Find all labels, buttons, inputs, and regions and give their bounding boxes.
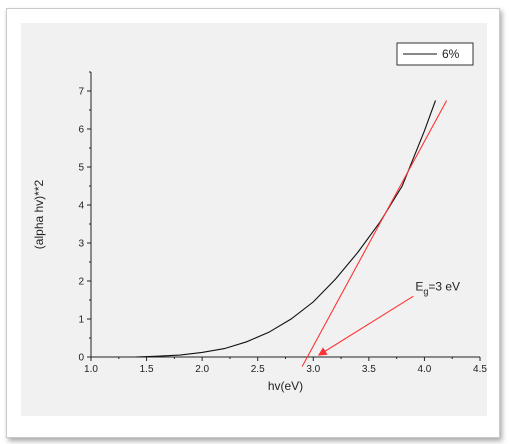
y-tick-label: 6 [78,125,84,136]
x-tick-label: 3.5 [362,364,376,375]
x-tick-label: 2.0 [195,364,209,375]
y-tick-label: 1 [78,315,84,326]
plot-background [21,23,487,416]
y-tick-label: 3 [78,239,84,250]
series-layer [135,100,437,358]
annotation-rest: =3 eV [428,280,460,294]
annotation-text: Eg=3 eV [415,280,460,297]
x-tick-label: 2.5 [251,364,265,375]
annotation-main: E [415,280,423,294]
chart-svg: 1.0 1.5 2.0 2.5 3.0 3.5 4.0 4.5 0 1 2 3 4 5 6 7 6% Eg=3… [21,23,487,416]
y-tick-label: 5 [78,163,84,174]
arrow-line [317,295,414,356]
annotation-subscript: g [423,287,428,297]
plot-area: 1.0 1.5 2.0 2.5 3.0 3.5 4.0 4.5 0 1 2 3 4 5 6 7 6% Eg=3… [7,9,499,437]
y-tick-label: 0 [78,353,84,364]
annotation: Eg=3 eV [415,280,460,297]
chart-frame: 1.0 1.5 2.0 2.5 3.0 3.5 4.0 4.5 0 1 2 3 4 5 6 7 6% Eg=3… [6,8,500,438]
legend-label: 6% [442,47,460,61]
ticks: 1.0 1.5 2.0 2.5 3.0 3.5 4.0 4.5 0 1 2 3 4 5 6 7 [78,71,487,375]
x-tick-label: 1.0 [84,364,98,375]
y-axis-title: (alpha hv)**2 [32,179,46,249]
x-tick-label: 3.0 [306,364,320,375]
fit-lines-layer [301,100,448,367]
series-line-6% [135,100,437,358]
x-axis-title: hv(eV) [268,379,303,393]
y-tick-label: 2 [78,277,84,288]
x-tick-label: 4.5 [473,364,487,375]
x-tick-label: 4.0 [417,364,431,375]
tangent-line [301,100,448,367]
x-tick-label: 1.5 [140,364,154,375]
y-tick-label: 7 [78,87,84,98]
legend: 6% [396,42,474,66]
y-tick-label: 4 [78,201,84,212]
